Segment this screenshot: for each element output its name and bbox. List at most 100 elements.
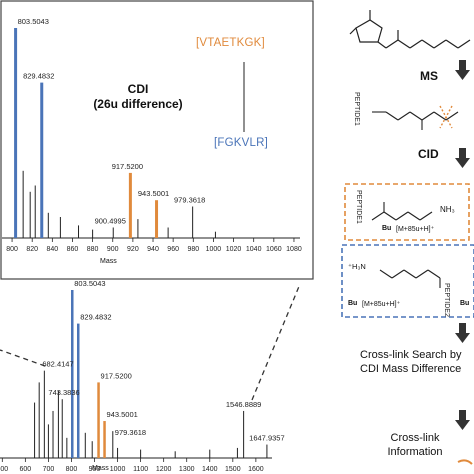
arrow-1 bbox=[455, 60, 470, 80]
fragment1-group: NH₃ bbox=[440, 205, 455, 214]
ms-peptide-label: PEPTIDE1 bbox=[353, 92, 360, 126]
f1-bond-4 bbox=[407, 211, 421, 221]
inset-peak bbox=[47, 212, 49, 238]
inset-tick-label: 840 bbox=[46, 246, 58, 253]
main-peak bbox=[97, 382, 100, 458]
main-peak-group bbox=[34, 290, 268, 458]
inset-peak bbox=[137, 219, 139, 238]
inset-peak-label: 803.5043 bbox=[18, 17, 49, 26]
inset-title-line1: CDI bbox=[127, 82, 149, 96]
info-line-2: Information bbox=[387, 446, 443, 458]
zoom-line-right bbox=[251, 283, 301, 401]
inset-tick-group: 800 820 840 860 880 900 920 940 960 980 1000 1020 10… bbox=[6, 238, 302, 253]
fragment1-formula: [M+85u+H]⁺ bbox=[396, 226, 435, 233]
f2-bond-4 bbox=[415, 269, 429, 279]
info-line-1: Cross-link bbox=[390, 432, 440, 444]
inset-tick-label: 820 bbox=[26, 246, 38, 253]
main-tick-label: 1600 bbox=[248, 466, 264, 473]
main-peak bbox=[112, 431, 114, 458]
inset-tick-label: 980 bbox=[187, 246, 199, 253]
main-peak bbox=[91, 441, 93, 458]
arrow-4 bbox=[455, 410, 470, 430]
carbonyl-left bbox=[349, 27, 357, 35]
fragment2-group: ⁺H₃N bbox=[348, 262, 366, 271]
fragment1-peptide-label: PEPTIDE1 bbox=[355, 190, 362, 224]
inset-peak-label-group: 803.5043 829.4832 917.5200 943.5001 900.4995… bbox=[18, 17, 206, 226]
fragment1-box bbox=[344, 183, 470, 241]
ms-bond-7 bbox=[445, 111, 459, 121]
inset-peak bbox=[112, 227, 114, 238]
main-peak bbox=[61, 399, 63, 458]
fragment2-peptide-label: PEPTIDE2 bbox=[443, 283, 450, 317]
inset-title: CDI (26u difference) bbox=[88, 82, 188, 112]
inset-tick-label: 960 bbox=[167, 246, 179, 253]
main-tick-label: 1200 bbox=[156, 466, 172, 473]
main-tick-group: 500 600 700 800 900 1000 1100 1200 1300 1400 1500 1… bbox=[0, 458, 264, 473]
inset-tick-label: 1020 bbox=[226, 246, 242, 253]
chain-3 bbox=[409, 39, 423, 49]
inset-tick-label: 920 bbox=[127, 246, 139, 253]
f2-bond-3 bbox=[403, 269, 417, 279]
ring-to-o bbox=[377, 41, 387, 49]
inset-tick-label: 900 bbox=[107, 246, 119, 253]
search-line-2: CDI Mass Difference bbox=[360, 363, 462, 375]
main-peak bbox=[140, 449, 142, 458]
main-tick-label: 500 bbox=[0, 466, 8, 473]
main-peak bbox=[266, 444, 268, 458]
main-peak bbox=[243, 410, 245, 458]
fragment2-box bbox=[341, 244, 474, 318]
peptide-a-label: [VTAETKGK] bbox=[196, 37, 265, 49]
inset-peak bbox=[155, 200, 159, 238]
inset-tick-label: 1040 bbox=[246, 246, 262, 253]
main-tick-label: 1300 bbox=[179, 466, 195, 473]
f1-bond-5 bbox=[419, 211, 433, 221]
main-tick-label: 600 bbox=[20, 466, 32, 473]
inset-peak bbox=[59, 217, 61, 238]
main-peak bbox=[34, 402, 36, 458]
arrow-2 bbox=[455, 148, 470, 168]
chain-6 bbox=[445, 39, 459, 49]
main-peak-label-group: 803.5043 829.4832 917.5200 943.5001 979.3618… bbox=[42, 279, 284, 443]
ms-bond-6 bbox=[433, 111, 447, 121]
ms-structure bbox=[372, 111, 459, 130]
inset-peak bbox=[22, 170, 24, 238]
inset-peak-label: 829.4832 bbox=[23, 72, 54, 81]
inset-peak-label: 979.3618 bbox=[174, 196, 205, 205]
fragment2-cut-bu: Bu bbox=[460, 300, 470, 307]
crosslinker-molecule bbox=[349, 10, 471, 49]
fragment2-formula: [M+85u+H]⁺ bbox=[362, 301, 401, 308]
main-peak bbox=[77, 323, 80, 458]
main-peak bbox=[117, 447, 119, 458]
chain-1 bbox=[385, 39, 399, 49]
ms-bond-4 bbox=[409, 111, 423, 121]
inset-tick-label: 940 bbox=[147, 246, 159, 253]
f2-bond-5 bbox=[427, 269, 441, 279]
main-tick-label: 1100 bbox=[133, 466, 148, 473]
main-peak bbox=[66, 437, 68, 458]
inset-tick-label: 1060 bbox=[266, 246, 282, 253]
main-peak bbox=[47, 424, 49, 458]
main-peak-label: 829.4832 bbox=[80, 313, 111, 322]
inset-x-axis-label: Mass bbox=[100, 258, 117, 265]
info-accent bbox=[457, 459, 473, 465]
inset-peak-label: 900.4995 bbox=[95, 217, 126, 226]
inset-peak bbox=[214, 231, 216, 238]
main-peak bbox=[84, 432, 86, 458]
peptide-b-label: [FGKVLR] bbox=[214, 137, 269, 149]
main-peak bbox=[103, 421, 106, 458]
step-cid-label: CID bbox=[418, 147, 439, 161]
chain-5 bbox=[433, 39, 447, 49]
chain-4 bbox=[421, 39, 435, 49]
search-step-text: Cross-link Search by CDI Mass Difference bbox=[360, 348, 474, 376]
main-peak-label: 979.3618 bbox=[115, 428, 146, 437]
inset-peak-group bbox=[14, 28, 216, 238]
main-peak-label: 943.5001 bbox=[107, 410, 138, 419]
succinimide-ring bbox=[355, 19, 383, 43]
inset-peak bbox=[29, 191, 31, 238]
main-peak bbox=[52, 410, 54, 458]
main-tick-label: 700 bbox=[43, 466, 55, 473]
inset-tick-label: 800 bbox=[6, 246, 18, 253]
main-peak-label: 682.4147 bbox=[42, 360, 73, 369]
ms-bond-3 bbox=[397, 111, 411, 121]
